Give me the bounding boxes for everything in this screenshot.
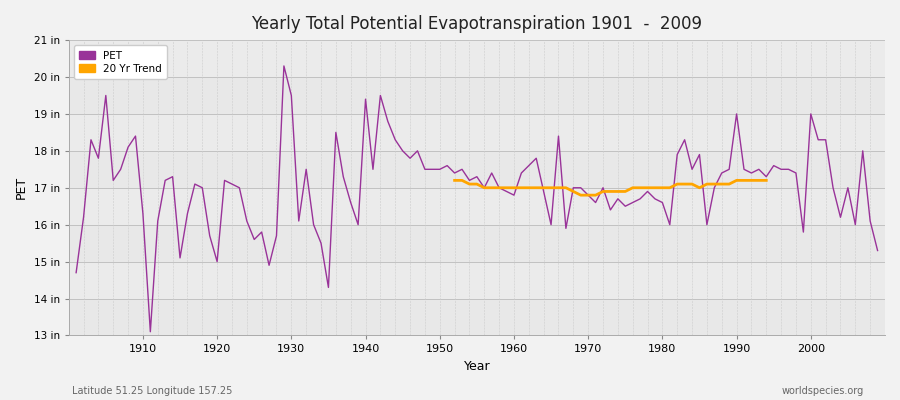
PET (278, 64, 289, 68)
Bar (68, 188, 885, 225)
20 Yr Trend (627, 185, 638, 190)
Text: Latitude 51.25 Longitude 157.25: Latitude 51.25 Longitude 157.25 (72, 386, 232, 396)
20 Yr Trend (524, 185, 535, 190)
20 Yr Trend (657, 185, 668, 190)
20 Yr Trend (731, 178, 742, 183)
Bar (68, 40, 885, 77)
20 Yr Trend (561, 185, 572, 190)
20 Yr Trend (590, 193, 601, 198)
20 Yr Trend (709, 182, 720, 186)
20 Yr Trend (479, 185, 490, 190)
20 Yr Trend (642, 185, 652, 190)
PET (130, 134, 141, 138)
PET (145, 329, 156, 334)
20 Yr Trend (538, 185, 549, 190)
X-axis label: Year: Year (464, 360, 490, 373)
20 Yr Trend (516, 185, 526, 190)
20 Yr Trend (605, 189, 616, 194)
PET (872, 248, 883, 253)
20 Yr Trend (575, 193, 586, 198)
Bar (68, 298, 885, 336)
PET (524, 163, 535, 168)
PET (516, 170, 526, 175)
20 Yr Trend (501, 185, 512, 190)
Text: worldspecies.org: worldspecies.org (782, 386, 864, 396)
20 Yr Trend (486, 185, 497, 190)
20 Yr Trend (494, 185, 505, 190)
20 Yr Trend (620, 189, 631, 194)
Bar (68, 262, 885, 298)
20 Yr Trend (568, 189, 579, 194)
20 Yr Trend (694, 185, 705, 190)
20 Yr Trend (449, 178, 460, 183)
20 Yr Trend (687, 182, 698, 186)
20 Yr Trend (634, 185, 645, 190)
20 Yr Trend (545, 185, 556, 190)
20 Yr Trend (724, 182, 734, 186)
Line: 20 Yr Trend: 20 Yr Trend (454, 180, 766, 195)
20 Yr Trend (746, 178, 757, 183)
20 Yr Trend (664, 185, 675, 190)
20 Yr Trend (531, 185, 542, 190)
Legend: PET, 20 Yr Trend: PET, 20 Yr Trend (74, 45, 167, 79)
20 Yr Trend (612, 189, 623, 194)
Bar (68, 114, 885, 151)
Bar (68, 151, 885, 188)
PET (353, 222, 364, 227)
20 Yr Trend (554, 185, 564, 190)
Bar (68, 225, 885, 262)
20 Yr Trend (716, 182, 727, 186)
20 Yr Trend (508, 185, 519, 190)
20 Yr Trend (583, 193, 594, 198)
Line: PET: PET (76, 66, 878, 332)
Bar (68, 77, 885, 114)
PET (71, 270, 82, 275)
PET (612, 196, 623, 201)
20 Yr Trend (456, 178, 467, 183)
20 Yr Trend (739, 178, 750, 183)
PET (308, 222, 319, 227)
20 Yr Trend (701, 182, 712, 186)
20 Yr Trend (464, 182, 475, 186)
20 Yr Trend (680, 182, 690, 186)
20 Yr Trend (472, 182, 482, 186)
20 Yr Trend (650, 185, 661, 190)
20 Yr Trend (598, 189, 608, 194)
Y-axis label: PET: PET (15, 176, 28, 199)
Title: Yearly Total Potential Evapotranspiration 1901  -  2009: Yearly Total Potential Evapotranspiratio… (251, 15, 702, 33)
20 Yr Trend (671, 182, 682, 186)
20 Yr Trend (753, 178, 764, 183)
20 Yr Trend (760, 178, 771, 183)
